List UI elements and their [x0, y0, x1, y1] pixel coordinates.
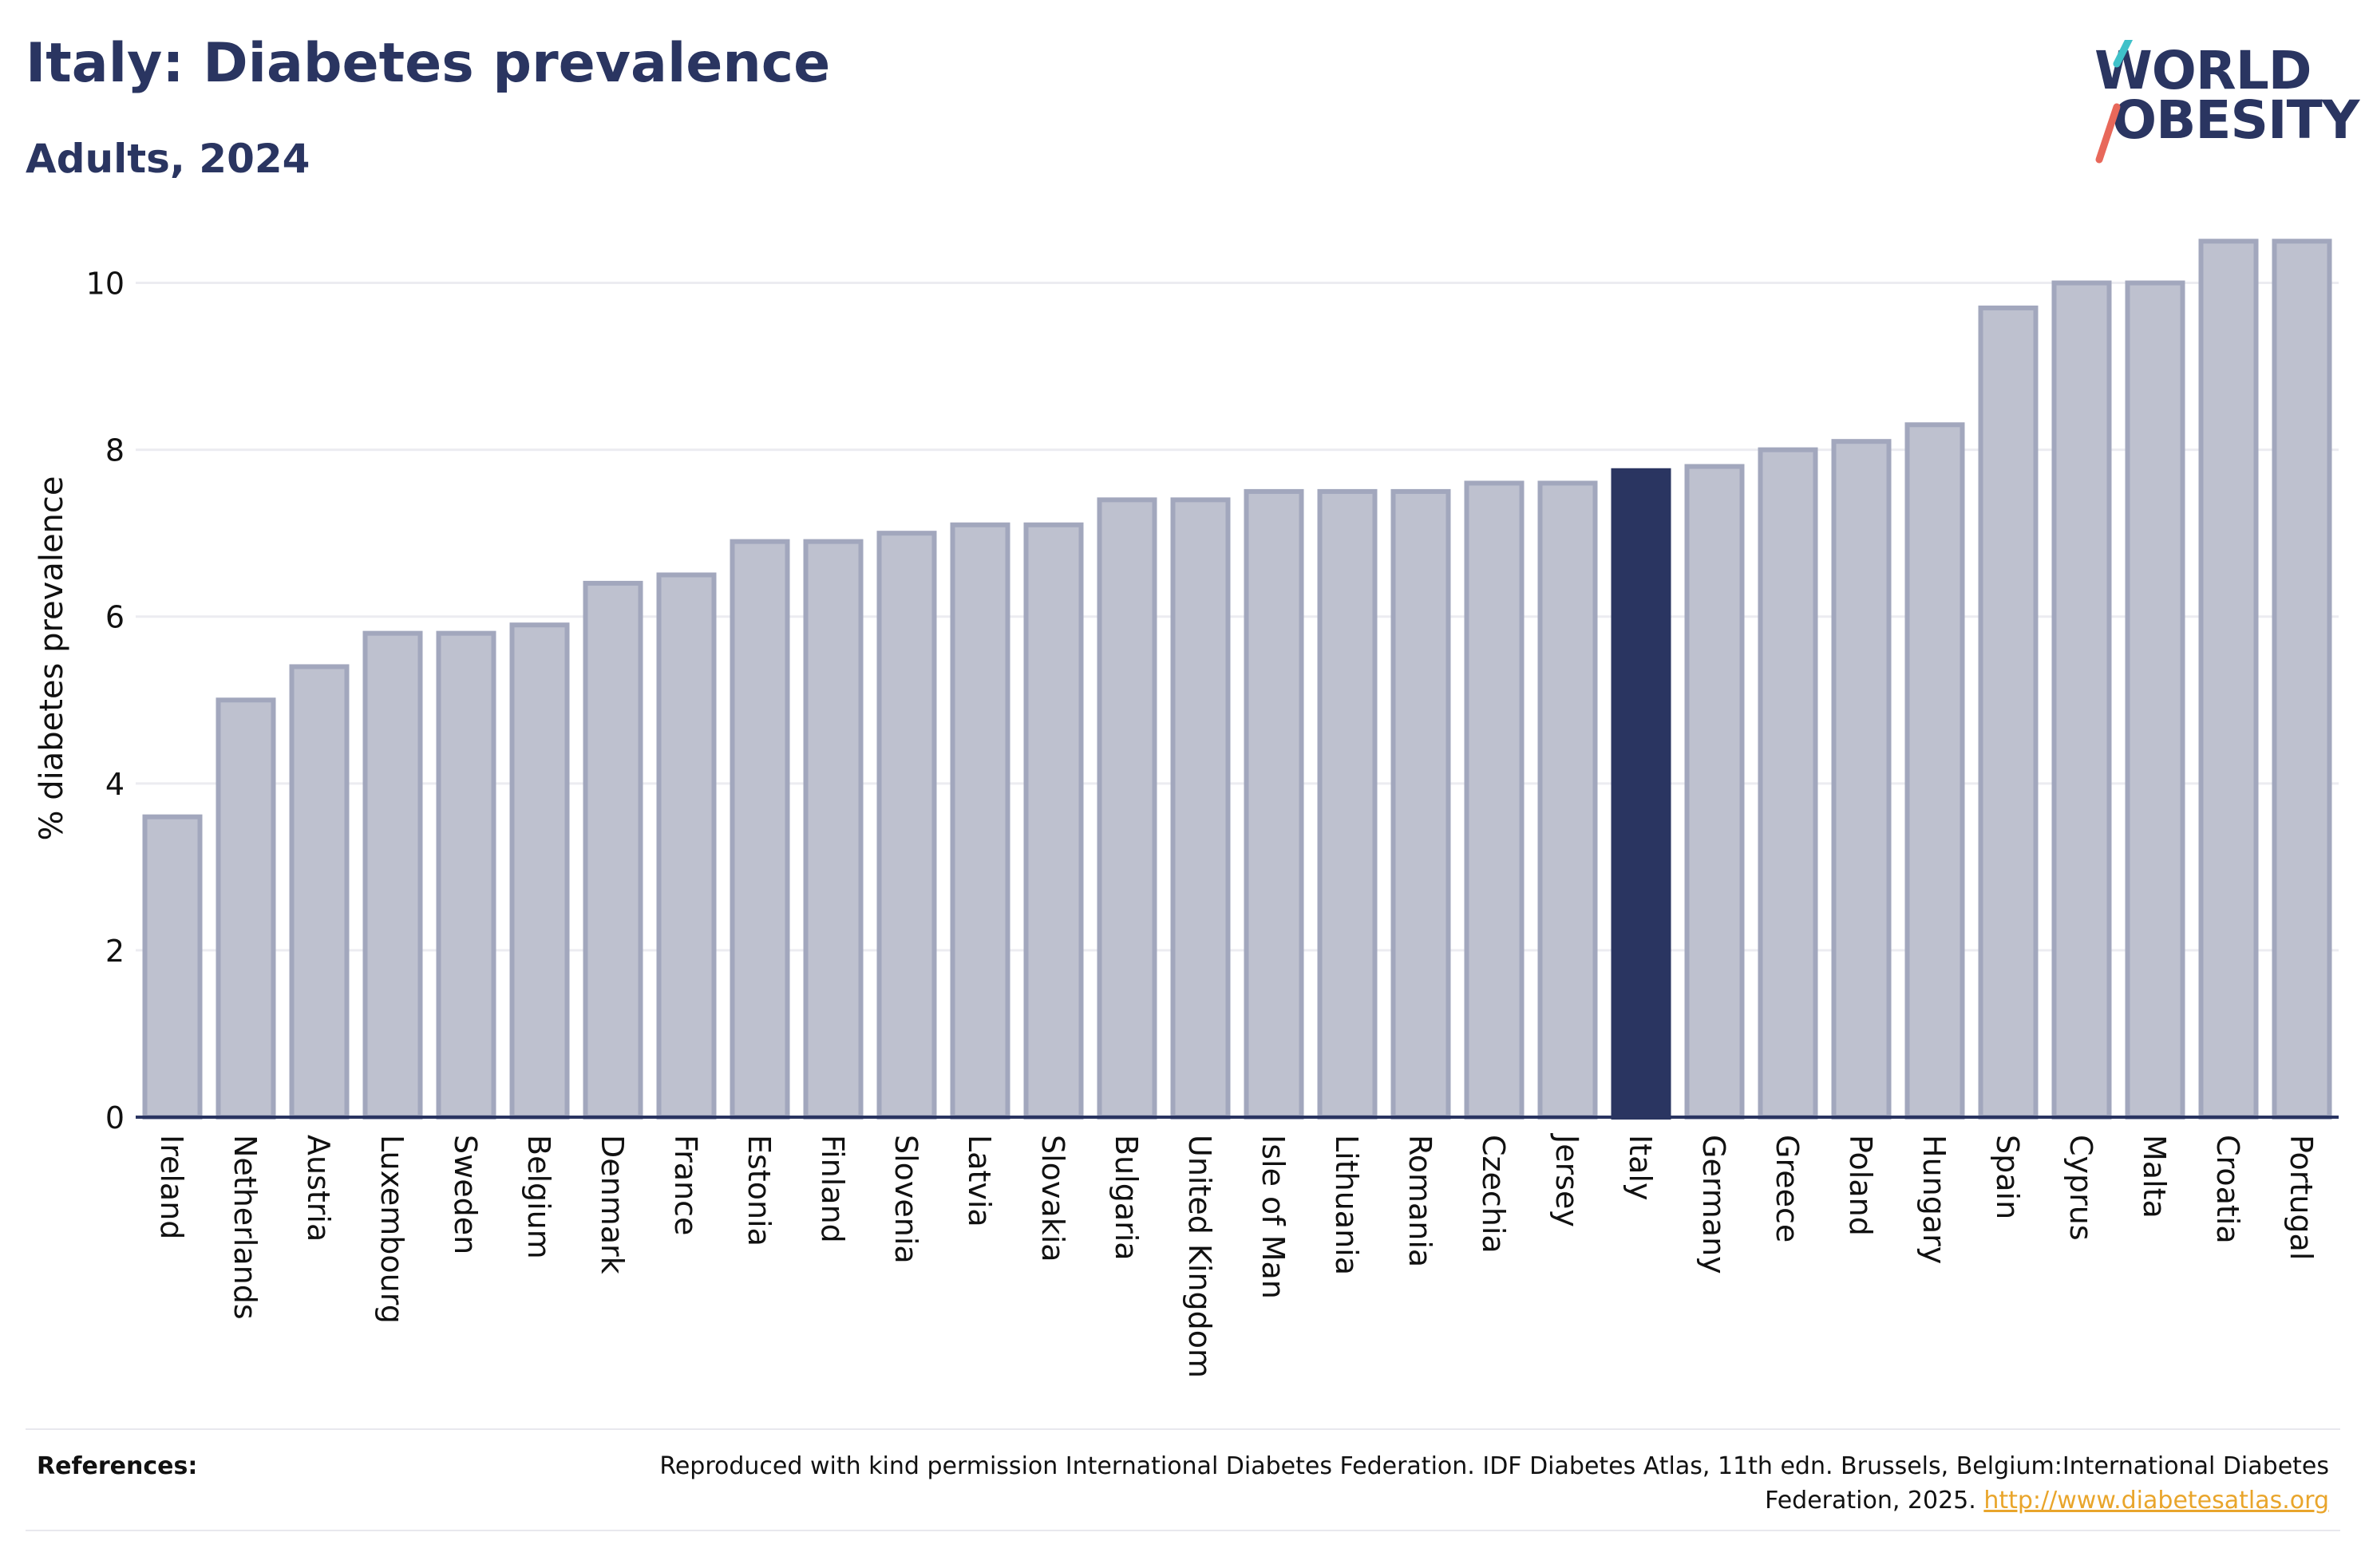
bar — [583, 580, 643, 1120]
x-tick-label: Portugal — [2284, 1135, 2319, 1260]
y-tick-label: 8 — [105, 433, 125, 468]
bar — [1537, 480, 1598, 1120]
bar — [1831, 439, 1892, 1120]
x-tick-label: Jersey — [1549, 1133, 1584, 1227]
x-tick-label: United Kingdom — [1182, 1135, 1217, 1378]
references-panel: References: Reproduced with kind permiss… — [26, 1428, 2340, 1531]
bar — [1317, 488, 1378, 1120]
y-tick-label: 2 — [105, 934, 125, 969]
x-tick-label: Cyprus — [2063, 1135, 2098, 1241]
y-tick-label: 4 — [105, 767, 125, 802]
references-citation: Reproduced with kind permission Internat… — [659, 1452, 2329, 1515]
bar — [362, 630, 423, 1120]
logo-slash-icon — [2095, 40, 2134, 164]
bar — [142, 814, 203, 1120]
bar-highlight — [1611, 468, 1671, 1120]
bar — [2272, 239, 2332, 1120]
x-tick-label: Austria — [301, 1135, 336, 1242]
bar — [1390, 488, 1451, 1120]
bar — [2125, 280, 2185, 1120]
x-tick-label: Italy — [1623, 1135, 1658, 1200]
bar — [1464, 480, 1525, 1120]
bar — [876, 531, 937, 1120]
x-tick-label: Spain — [1990, 1135, 2025, 1219]
x-tick-label: Hungary — [1916, 1135, 1952, 1264]
bar — [2198, 239, 2259, 1120]
logo-text-world: WORLD — [2094, 40, 2312, 101]
x-tick-label: Romania — [1402, 1135, 1438, 1267]
bar — [1244, 488, 1304, 1120]
bar — [730, 539, 790, 1120]
x-tick-label: Estonia — [742, 1135, 777, 1246]
x-tick-label: Greece — [1770, 1135, 1805, 1242]
bars — [142, 239, 2332, 1120]
x-tick-label: Lithuania — [1329, 1135, 1364, 1275]
chart-subtitle: Adults, 2024 — [26, 136, 310, 182]
bar — [1097, 497, 1157, 1120]
x-tick-label: Bulgaria — [1109, 1135, 1144, 1261]
x-tick-label: Finland — [815, 1135, 850, 1243]
x-tick-label: Germany — [1696, 1135, 1731, 1274]
x-tick-label: Luxembourg — [374, 1135, 409, 1324]
y-tick-label: 10 — [86, 267, 125, 302]
x-tick-label: Poland — [1843, 1135, 1878, 1236]
x-tick-label: Slovenia — [888, 1135, 923, 1264]
logo-text-obesity: OBESITY — [2112, 89, 2359, 151]
chart-title: Italy: Diabetes prevalence — [26, 32, 831, 95]
bar — [1904, 422, 1965, 1120]
references-text: Reproduced with kind permission Internat… — [573, 1449, 2329, 1518]
bar — [2051, 280, 2112, 1120]
x-tick-label: Denmark — [595, 1135, 630, 1274]
bar — [950, 522, 1010, 1120]
bar — [1684, 464, 1745, 1120]
gridlines — [136, 282, 2339, 952]
x-tick-label: Isle of Man — [1256, 1135, 1291, 1299]
x-tick-label: Ireland — [154, 1135, 189, 1239]
x-tick-label: Slovakia — [1035, 1135, 1070, 1262]
y-axis-label: % diabetes prevalence — [34, 476, 70, 840]
x-tick-label: Latvia — [962, 1135, 997, 1227]
bar — [216, 697, 276, 1120]
y-tick-label: 6 — [105, 600, 125, 635]
tick-labels: 0 2 4 6 8 10 Ireland Netherlands Austria Luxembou… — [86, 267, 2319, 1378]
x-tick-label: Malta — [2137, 1135, 2172, 1218]
bar — [1978, 305, 2039, 1120]
references-link[interactable]: http://www.diabetesatlas.org — [1983, 1487, 2329, 1515]
x-tick-label: Netherlands — [227, 1135, 263, 1320]
bar-chart: 0 2 4 6 8 10 Ireland Netherlands Austria Luxembou… — [34, 239, 2339, 1378]
bar — [1170, 497, 1231, 1120]
bar — [656, 572, 717, 1120]
x-tick-label: Croatia — [2210, 1135, 2245, 1244]
world-obesity-logo: WORLD OBESITY — [2083, 40, 2359, 168]
x-tick-label: Sweden — [448, 1135, 483, 1254]
references-label: References: — [37, 1452, 198, 1480]
x-tick-label: Czechia — [1476, 1135, 1511, 1254]
bar — [1023, 522, 1084, 1120]
x-tick-label: France — [668, 1135, 703, 1235]
bar — [803, 539, 864, 1120]
y-tick-label: 0 — [105, 1100, 125, 1136]
x-tick-label: Belgium — [521, 1135, 556, 1259]
bar — [436, 630, 496, 1120]
bar — [289, 664, 350, 1120]
bar — [509, 622, 570, 1120]
bar — [1758, 447, 1818, 1120]
